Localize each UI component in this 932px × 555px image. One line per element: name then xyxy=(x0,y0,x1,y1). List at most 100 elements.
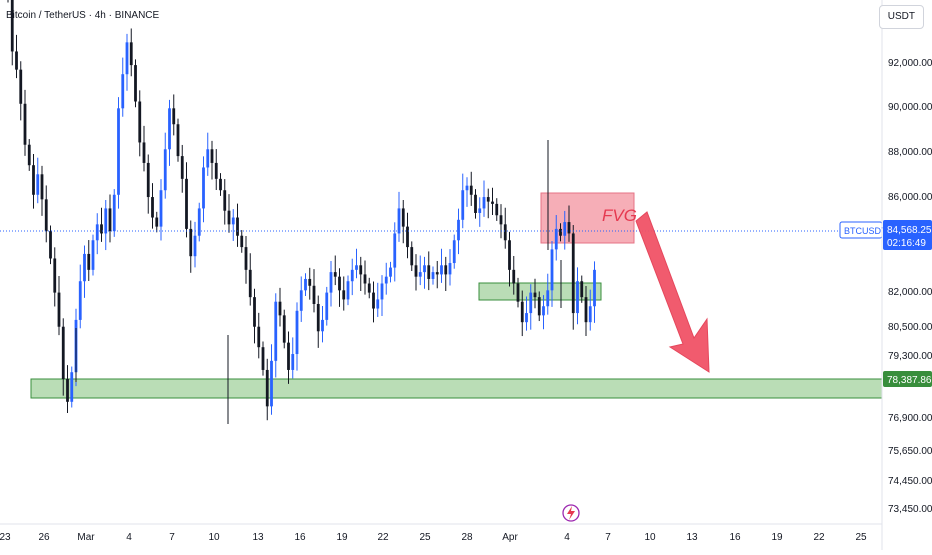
candle-body xyxy=(550,249,554,291)
support-zone[interactable] xyxy=(30,378,883,399)
candle-body xyxy=(214,162,218,179)
time-tick-label: Apr xyxy=(502,532,518,543)
candle-body xyxy=(554,228,558,250)
candle-body xyxy=(168,108,171,150)
candle-body xyxy=(244,247,248,270)
time-tick-label: 16 xyxy=(294,532,306,543)
candle-body xyxy=(584,297,588,323)
candle-body xyxy=(202,167,205,209)
candle-body xyxy=(155,217,159,227)
candle-body xyxy=(236,217,239,236)
price-tick-label: 80,500.00 xyxy=(888,322,932,333)
candle-body xyxy=(15,51,18,70)
time-tick-label: Mar xyxy=(77,532,95,543)
candle-body xyxy=(27,144,31,166)
candle-body xyxy=(333,272,337,277)
candle-body xyxy=(274,301,278,361)
price-tick-label: 90,000.00 xyxy=(888,102,932,113)
candle-body xyxy=(53,258,57,293)
time-tick-label: 19 xyxy=(771,532,783,543)
candle-body xyxy=(66,379,69,402)
candle-body xyxy=(49,231,52,259)
candle-body xyxy=(401,208,405,227)
last-price-badge xyxy=(883,220,932,250)
lightning-icon[interactable] xyxy=(562,504,580,522)
candle-body xyxy=(516,283,520,302)
candle-body xyxy=(414,265,418,277)
candle-body xyxy=(151,197,154,218)
time-tick-label: 19 xyxy=(336,532,348,543)
candle-body xyxy=(121,74,125,109)
candle-body xyxy=(321,319,324,332)
price-tick-label: 73,450.00 xyxy=(888,504,932,515)
time-tick-label: 10 xyxy=(208,532,220,543)
candle-body xyxy=(172,108,176,125)
time-tick-label: 4 xyxy=(126,532,132,543)
candle-body xyxy=(559,228,562,236)
candle-body xyxy=(359,265,363,275)
candle-body xyxy=(231,217,235,225)
candle-body xyxy=(146,162,150,198)
candle-body xyxy=(474,194,477,213)
candle-body xyxy=(520,301,524,323)
candle-body xyxy=(23,103,27,145)
candle-body xyxy=(512,269,516,284)
candle-body xyxy=(240,235,244,248)
price-tick-label: 88,000.00 xyxy=(888,147,932,158)
currency-unit-button[interactable]: USDT xyxy=(878,5,924,29)
candle-body xyxy=(482,197,486,209)
candle-body xyxy=(529,292,533,314)
candle-body xyxy=(461,190,465,220)
candle-body xyxy=(185,178,188,229)
candle-body xyxy=(508,240,511,270)
time-tick-label: 22 xyxy=(813,532,825,543)
candle-body xyxy=(108,208,112,232)
candle-body xyxy=(91,240,95,270)
price-tick-label: 79,300.00 xyxy=(888,351,932,362)
candle-body xyxy=(533,292,537,298)
candle-body xyxy=(270,360,273,407)
candle-body xyxy=(257,326,261,348)
candle-body xyxy=(57,292,61,327)
candle-body xyxy=(44,199,48,232)
forecast-arrow[interactable] xyxy=(635,211,710,373)
candle-body xyxy=(117,108,120,195)
candle-body xyxy=(444,265,448,275)
last-price-value: 84,568.25 xyxy=(887,225,932,236)
candle-body xyxy=(525,313,528,323)
candle-body xyxy=(576,281,579,314)
candle-body xyxy=(176,124,180,157)
candle-body xyxy=(427,265,431,279)
price-tick-label: 92,000.00 xyxy=(888,58,932,69)
candle-body xyxy=(542,306,545,316)
candle-body xyxy=(338,276,341,291)
candle-body xyxy=(325,292,329,320)
candle-body xyxy=(563,222,567,236)
countdown-timer: 02:16:49 xyxy=(887,238,926,249)
candle-body xyxy=(295,310,299,355)
candle-body xyxy=(19,69,23,104)
candle-body xyxy=(95,224,99,241)
time-tick-label: 4 xyxy=(564,532,570,543)
candle-body xyxy=(503,224,507,241)
candle-body xyxy=(70,372,74,402)
candle-body xyxy=(210,149,214,163)
candle-body xyxy=(138,101,142,143)
candle-body xyxy=(61,326,65,380)
candle-body xyxy=(495,203,499,216)
candle-body xyxy=(393,233,397,268)
candle-body xyxy=(593,269,596,307)
support-price-value: 78,387.86 xyxy=(887,375,932,386)
time-tick-label: 25 xyxy=(855,532,867,543)
candle-body xyxy=(363,274,367,284)
candle-body xyxy=(372,292,375,309)
candle-body xyxy=(78,281,82,320)
candle-body xyxy=(406,226,409,248)
candle-body xyxy=(431,272,435,279)
time-tick-label: 28 xyxy=(461,532,473,543)
candle-body xyxy=(87,253,91,270)
candle-body xyxy=(346,281,350,300)
candle-body xyxy=(278,301,282,316)
